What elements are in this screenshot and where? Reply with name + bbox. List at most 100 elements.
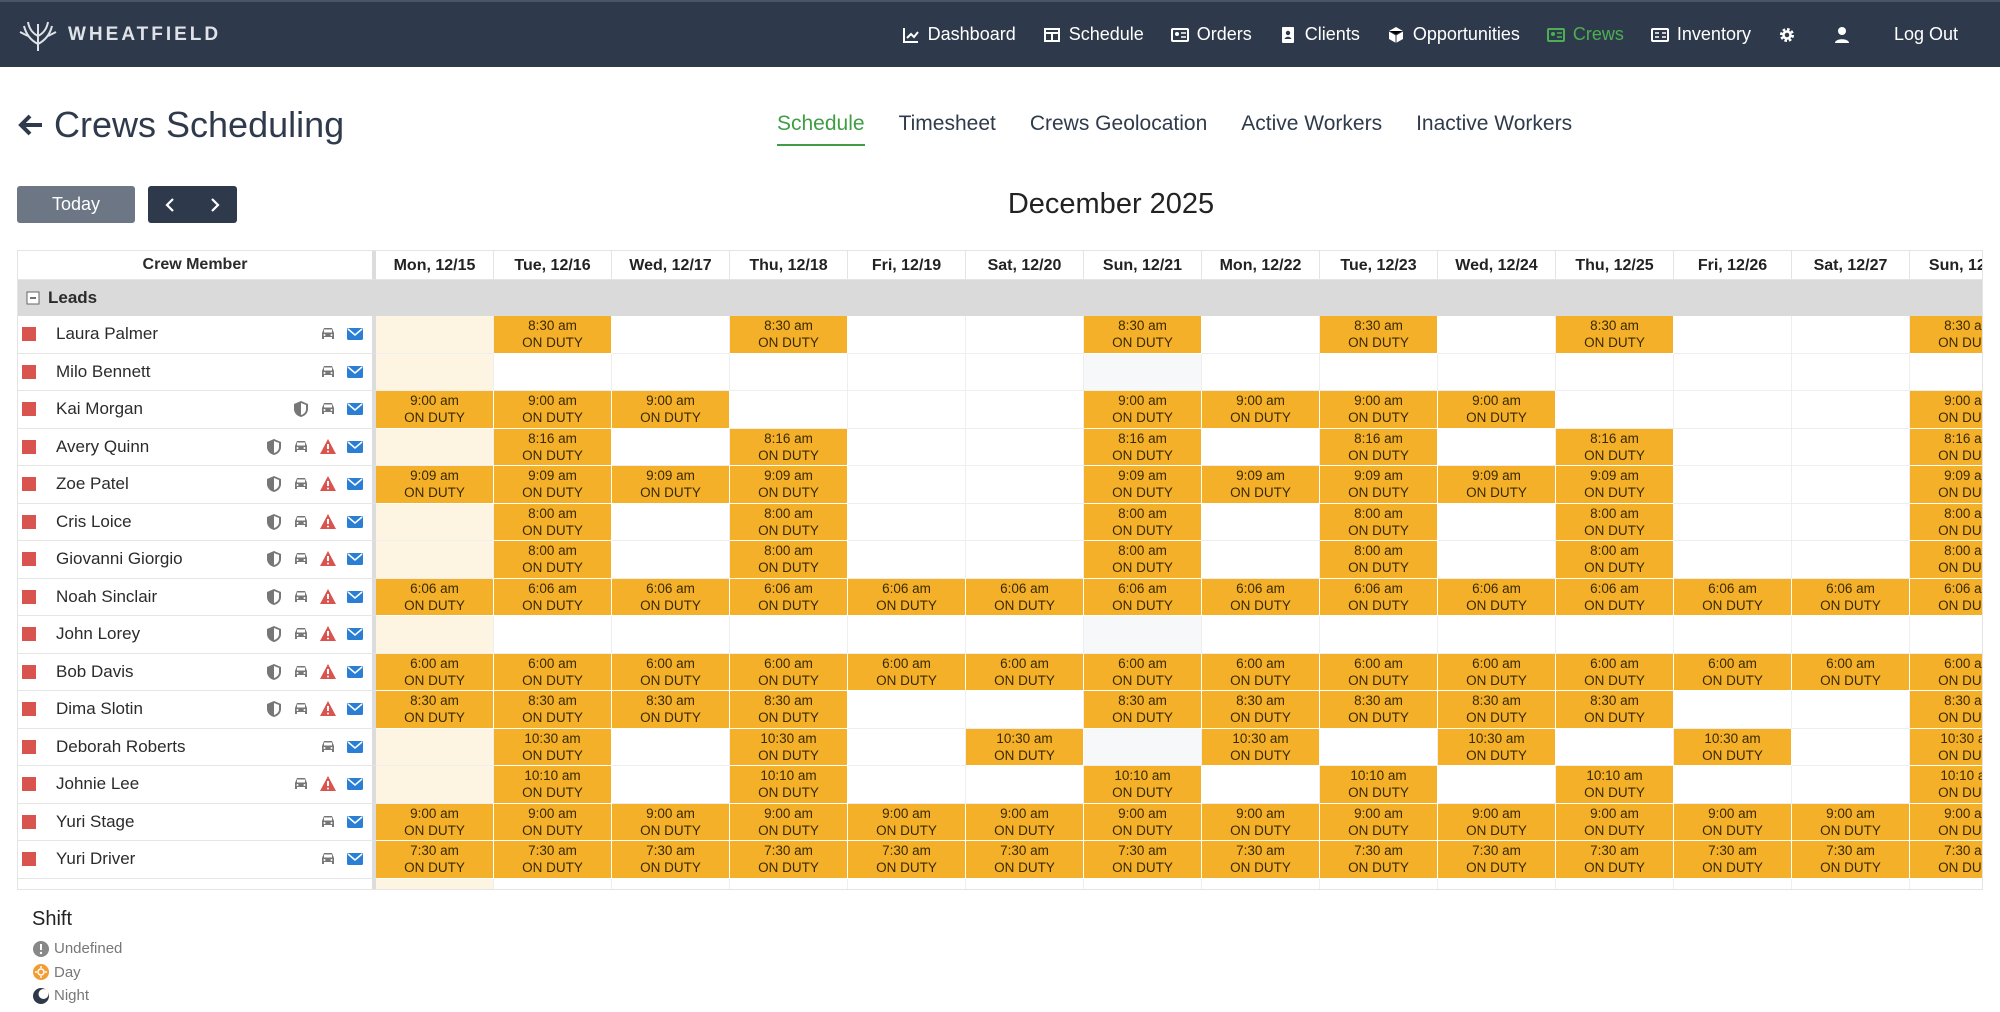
empty-cell[interactable] <box>1674 428 1792 466</box>
empty-cell[interactable] <box>1556 728 1674 766</box>
empty-cell[interactable] <box>1084 353 1202 391</box>
empty-cell[interactable] <box>730 391 848 429</box>
empty-cell[interactable] <box>848 728 966 766</box>
empty-cell[interactable] <box>376 316 494 354</box>
empty-cell[interactable] <box>376 766 494 804</box>
member-name[interactable]: Dima Slotin <box>56 699 143 719</box>
empty-cell[interactable] <box>848 353 966 391</box>
group-row[interactable]: Leads <box>18 280 1982 316</box>
empty-cell[interactable] <box>966 541 1084 579</box>
member-name[interactable]: Noah Sinclair <box>56 586 158 606</box>
today-button[interactable]: Today <box>17 186 135 223</box>
empty-cell[interactable] <box>376 728 494 766</box>
member-name[interactable]: Milo Bennett <box>56 361 151 381</box>
empty-cell[interactable] <box>1674 541 1792 579</box>
empty-cell[interactable] <box>1202 616 1320 654</box>
empty-cell[interactable] <box>1556 616 1674 654</box>
empty-cell[interactable] <box>1438 541 1556 579</box>
empty-cell[interactable] <box>612 503 730 541</box>
empty-cell[interactable] <box>848 616 966 654</box>
empty-cell[interactable] <box>966 316 1084 354</box>
empty-cell[interactable] <box>1910 353 1982 391</box>
empty-cell[interactable] <box>966 428 1084 466</box>
empty-cell[interactable] <box>1438 353 1556 391</box>
empty-cell[interactable] <box>1674 391 1792 429</box>
empty-cell[interactable] <box>612 541 730 579</box>
empty-cell[interactable] <box>376 428 494 466</box>
member-name[interactable]: Yuri Driver <box>56 849 136 869</box>
empty-cell[interactable] <box>1674 691 1792 729</box>
member-name[interactable]: Kai Morgan <box>56 399 143 419</box>
member-name[interactable]: Bob Davis <box>56 661 134 681</box>
empty-cell[interactable] <box>1674 316 1792 354</box>
nav-item[interactable]: Crews <box>1546 24 1624 45</box>
empty-cell[interactable] <box>1792 766 1910 804</box>
empty-cell[interactable] <box>966 466 1084 504</box>
empty-cell[interactable] <box>848 466 966 504</box>
empty-cell[interactable] <box>1556 391 1674 429</box>
empty-cell[interactable] <box>1202 766 1320 804</box>
prev-button[interactable] <box>148 186 193 223</box>
empty-cell[interactable] <box>1792 691 1910 729</box>
empty-cell[interactable] <box>1556 353 1674 391</box>
empty-cell[interactable] <box>1320 616 1438 654</box>
empty-cell[interactable] <box>848 766 966 804</box>
empty-cell[interactable] <box>1792 616 1910 654</box>
empty-cell[interactable] <box>1438 766 1556 804</box>
member-name[interactable]: Cris Loice <box>56 511 132 531</box>
empty-cell[interactable] <box>1792 353 1910 391</box>
tab[interactable]: Active Workers <box>1241 112 1383 135</box>
empty-cell[interactable] <box>1202 316 1320 354</box>
empty-cell[interactable] <box>966 353 1084 391</box>
next-button[interactable] <box>193 186 238 223</box>
empty-cell[interactable] <box>376 616 494 654</box>
empty-cell[interactable] <box>1320 353 1438 391</box>
empty-cell[interactable] <box>1792 466 1910 504</box>
empty-cell[interactable] <box>1438 428 1556 466</box>
